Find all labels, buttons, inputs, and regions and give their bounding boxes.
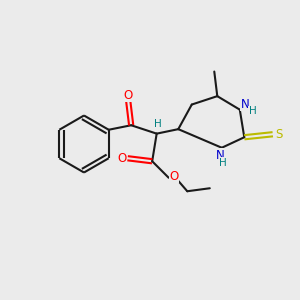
Text: O: O [169,170,179,183]
Text: H: H [154,119,161,129]
Text: N: N [216,149,225,162]
Text: S: S [276,128,283,141]
Text: O: O [124,89,133,102]
Text: N: N [241,98,250,111]
Text: H: H [248,106,256,116]
Text: O: O [117,152,126,165]
Text: H: H [219,158,227,168]
